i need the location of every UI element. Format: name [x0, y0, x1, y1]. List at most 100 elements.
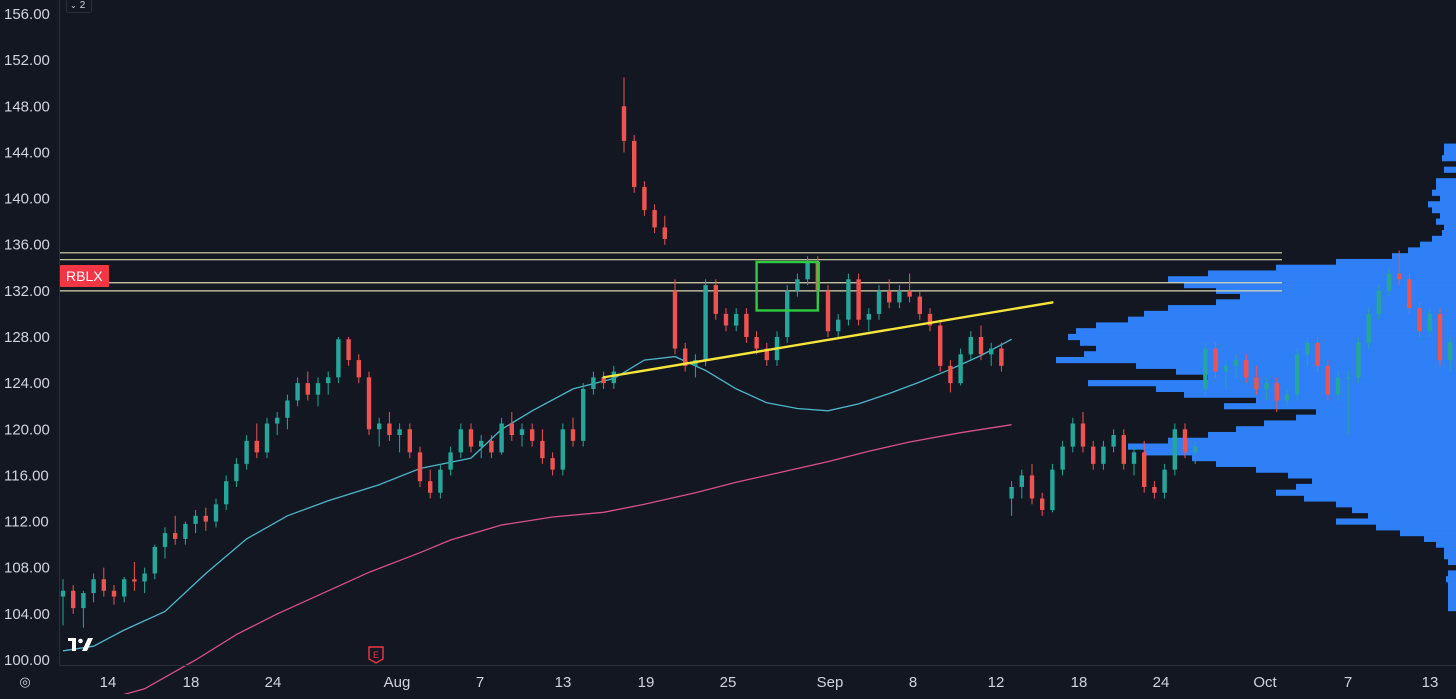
volume-profile-bin [1096, 345, 1456, 352]
collapse-count: 2 [79, 0, 86, 11]
candle [1233, 354, 1239, 378]
candle-body [662, 227, 667, 239]
candle [509, 411, 514, 441]
volume-profile-bin [1428, 201, 1456, 208]
candle-body [805, 262, 810, 280]
candle-body [1295, 354, 1300, 395]
candle [1305, 337, 1310, 366]
volume-profile-bin [1352, 506, 1456, 514]
ticker-label[interactable]: RBLX [60, 265, 109, 287]
volume-profile-bin [1208, 270, 1456, 277]
y-tick-label: 144.00 [4, 144, 50, 161]
candle [1295, 348, 1300, 401]
volume-profile-bin [1444, 224, 1456, 231]
candle [479, 435, 484, 459]
candle [1019, 469, 1024, 499]
candle [1111, 429, 1116, 453]
x-tick-label: 19 [638, 674, 655, 691]
volume-profile-bin [1276, 264, 1456, 271]
candle-body [530, 429, 535, 441]
x-tick-label: 13 [555, 674, 572, 691]
candle-body [1284, 394, 1290, 401]
candle-body [60, 590, 66, 597]
chevron-down-icon: ⌄ [70, 1, 77, 10]
candle [448, 446, 453, 476]
drawings[interactable] [602, 260, 1054, 379]
tradingview-logo-icon[interactable] [68, 638, 94, 657]
candle-body [1244, 360, 1249, 378]
candle [244, 435, 249, 470]
horizontal-levels[interactable] [60, 252, 1282, 292]
candle [917, 290, 922, 320]
candle-body [632, 140, 637, 188]
collapse-toggle[interactable]: ⌄ 2 [66, 0, 92, 13]
candle-body [989, 348, 994, 355]
volume-profile-bin [1424, 535, 1456, 542]
y-axis[interactable]: 156.00 152.00 148.00 144.00 140.00 136.00 132.… [4, 6, 50, 669]
candle-body [683, 348, 688, 366]
candle [111, 585, 117, 605]
candle-body [101, 579, 106, 591]
volume-profile-bin [1208, 431, 1456, 439]
volume-profile-bin [1448, 605, 1456, 612]
candle-body [1448, 342, 1453, 361]
volume-profile-bin [1336, 501, 1456, 508]
volume-profile-bin [1076, 328, 1456, 335]
earnings-marker[interactable]: E [368, 646, 384, 664]
volume-profile-bin [1446, 576, 1456, 583]
volume-profile-bin [1264, 420, 1456, 427]
candle [224, 475, 229, 511]
candle [723, 308, 729, 332]
candle-body [81, 593, 86, 609]
candle-body [1233, 360, 1239, 366]
candle [897, 285, 902, 309]
candle [591, 371, 596, 395]
candle [938, 319, 943, 372]
settings-icon[interactable]: ◎ [19, 674, 31, 689]
candle-body [1325, 365, 1330, 395]
highlight-box[interactable] [755, 260, 819, 312]
candle-body [448, 452, 453, 470]
candle [795, 273, 800, 297]
candle-body [958, 354, 963, 384]
candle-body [1254, 377, 1259, 389]
volume-profile-bin [1432, 235, 1456, 243]
candle [1346, 371, 1351, 436]
candle-body [275, 417, 280, 424]
candle [1417, 302, 1422, 337]
candle [836, 313, 841, 337]
candle [744, 308, 749, 343]
candle-body [142, 573, 147, 582]
volume-profile-bin [1216, 299, 1456, 306]
x-axis[interactable]: 14 18 24 Aug 7 13 19 25 Sep 8 12 18 24 Oct 7 13 [100, 674, 1439, 691]
volume-profile-bin [1240, 293, 1456, 300]
candle-body [91, 579, 96, 594]
candle [173, 515, 178, 545]
candle-body [785, 290, 790, 337]
candle [1407, 273, 1412, 314]
candle [142, 567, 147, 594]
candle [621, 77, 627, 153]
candle-body [948, 365, 953, 384]
candle-body [458, 429, 463, 453]
y-tick-label: 128.00 [4, 329, 50, 346]
earnings-icon: E [368, 646, 384, 664]
x-tick-label: 18 [183, 674, 200, 691]
volume-profile-bin [1304, 495, 1456, 502]
candle-body [1131, 452, 1137, 464]
candle-body [438, 469, 443, 493]
candle [132, 561, 137, 591]
candle [1366, 308, 1371, 349]
candle [856, 273, 861, 326]
trend-line[interactable] [602, 301, 1054, 379]
volume-profile-bin [1080, 339, 1456, 346]
candle-body [1397, 273, 1402, 280]
candle [1356, 337, 1361, 384]
candle [366, 371, 372, 436]
volume-profile-bin [1376, 524, 1456, 531]
candle-body [1172, 429, 1177, 470]
candle [101, 567, 106, 597]
candle-body [570, 429, 576, 441]
